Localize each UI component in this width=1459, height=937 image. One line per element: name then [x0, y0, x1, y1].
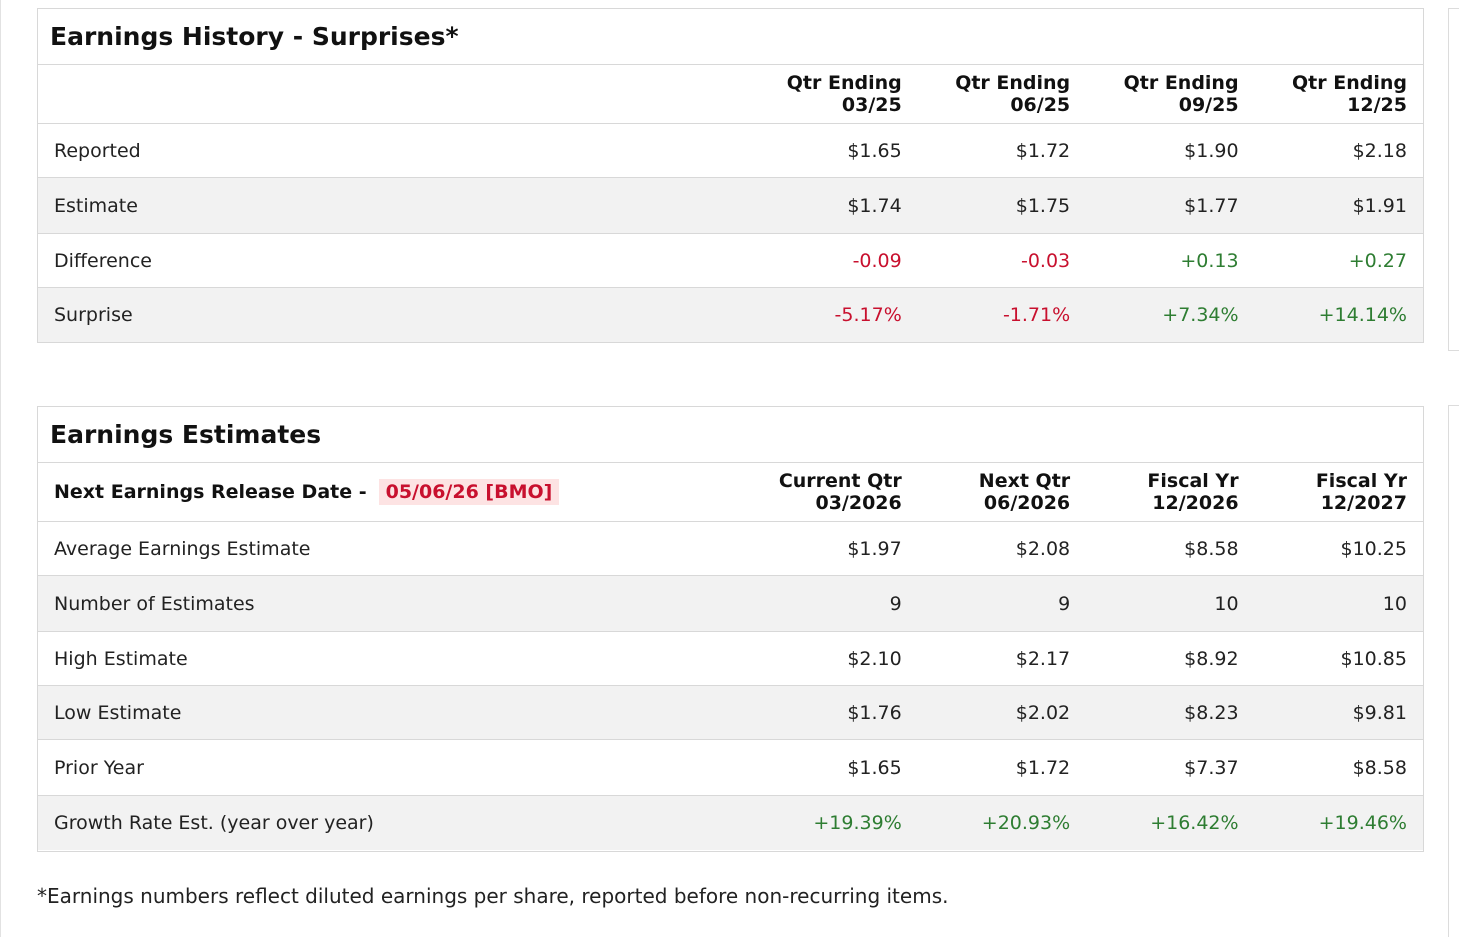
- table-cell-positive: +7.34%: [1162, 304, 1239, 326]
- table-cell: $10.25: [1340, 537, 1407, 560]
- table-row-surprise: Surprise -5.17% -1.71% +7.34% +14.14%: [38, 288, 1423, 342]
- row-label: Growth Rate Est. (year over year): [54, 812, 374, 834]
- earnings-history-title: Earnings History - Surprises*: [38, 9, 1423, 65]
- column-header: Next Qtr 06/2026: [978, 470, 1071, 514]
- table-cell: $7.37: [1184, 756, 1239, 779]
- table-cell: $1.72: [1015, 139, 1071, 162]
- release-date-text: Next Earnings Release Date -: [54, 481, 367, 503]
- table-cell: $8.92: [1184, 647, 1239, 670]
- table-header-row: Qtr Ending 03/25 Qtr Ending 06/25 Qtr En…: [38, 65, 1423, 124]
- table-cell: $2.17: [1015, 647, 1071, 670]
- earnings-estimates-title: Earnings Estimates: [38, 407, 1423, 463]
- table-cell: $1.72: [1015, 756, 1071, 779]
- table-cell: $8.58: [1184, 537, 1239, 560]
- table-row-number-of-estimates: Number of Estimates 9 9 10 10: [38, 576, 1423, 632]
- row-label: Difference: [54, 249, 152, 272]
- row-label: Estimate: [54, 194, 138, 217]
- earnings-history-panel: Earnings History - Surprises* Qtr Ending…: [37, 8, 1424, 343]
- table-cell: $8.58: [1352, 756, 1407, 779]
- table-cell-positive: +0.13: [1180, 249, 1239, 272]
- row-label: Average Earnings Estimate: [54, 537, 311, 560]
- table-cell: $1.76: [847, 701, 902, 724]
- column-header: Qtr Ending 03/25: [786, 72, 902, 116]
- row-label: Number of Estimates: [54, 592, 255, 615]
- table-cell: $1.65: [847, 756, 902, 779]
- column-header: Qtr Ending 06/25: [955, 72, 1071, 116]
- table-cell: 9: [889, 592, 902, 615]
- table-cell-positive: +16.42%: [1150, 812, 1239, 834]
- table-row-high-estimate: High Estimate $2.10 $2.17 $8.92 $10.85: [38, 632, 1423, 686]
- table-header-row: Next Earnings Release Date - 05/06/26 [B…: [38, 463, 1423, 522]
- table-row-reported: Reported $1.65 $1.72 $1.90 $2.18: [38, 124, 1423, 178]
- side-panel-edge: [1448, 405, 1459, 937]
- table-cell: $1.75: [1015, 194, 1071, 217]
- footnote: *Earnings numbers reflect diluted earnin…: [37, 884, 949, 908]
- table-cell: $2.08: [1015, 537, 1071, 560]
- release-date-badge: 05/06/26 [BMO]: [378, 479, 560, 505]
- table-cell-negative: -1.71%: [1002, 304, 1071, 326]
- table-cell: $1.90: [1184, 139, 1239, 162]
- table-row-difference: Difference -0.09 -0.03 +0.13 +0.27: [38, 234, 1423, 288]
- table-cell: $1.91: [1352, 194, 1407, 217]
- column-header: Qtr Ending 09/25: [1123, 72, 1239, 116]
- column-header: Fiscal Yr 12/2027: [1315, 470, 1407, 514]
- table-cell: $8.23: [1184, 701, 1239, 724]
- column-header: Qtr Ending 12/25: [1292, 72, 1407, 116]
- table-cell-positive: +14.14%: [1318, 304, 1407, 326]
- table-cell: $1.65: [847, 139, 902, 162]
- table-cell-negative: -5.17%: [834, 304, 902, 326]
- table-row-prior-year: Prior Year $1.65 $1.72 $7.37 $8.58: [38, 740, 1423, 796]
- table-row-low-estimate: Low Estimate $1.76 $2.02 $8.23 $9.81: [38, 686, 1423, 740]
- table-cell: $1.74: [847, 194, 902, 217]
- table-cell-positive: +19.46%: [1318, 812, 1407, 834]
- row-label: Prior Year: [54, 756, 144, 779]
- table-cell: $1.77: [1184, 194, 1239, 217]
- table-cell-positive: +0.27: [1348, 249, 1407, 272]
- earnings-estimates-panel: Earnings Estimates Next Earnings Release…: [37, 406, 1424, 852]
- column-header: Fiscal Yr 12/2026: [1147, 470, 1239, 514]
- table-cell: $9.81: [1352, 701, 1407, 724]
- header-label-empty: [38, 65, 749, 123]
- column-header: Current Qtr 03/2026: [778, 470, 902, 514]
- table-cell: $10.85: [1340, 647, 1407, 670]
- table-cell: $1.97: [847, 537, 902, 560]
- row-label: Surprise: [54, 304, 133, 326]
- row-label: Reported: [54, 139, 141, 162]
- table-cell: $2.02: [1015, 701, 1071, 724]
- table-row-growth-rate: Growth Rate Est. (year over year) +19.39…: [38, 796, 1423, 850]
- release-date-label: Next Earnings Release Date - 05/06/26 [B…: [38, 463, 749, 521]
- table-row-estimate: Estimate $1.74 $1.75 $1.77 $1.91: [38, 178, 1423, 234]
- table-row-average-estimate: Average Earnings Estimate $1.97 $2.08 $8…: [38, 522, 1423, 576]
- table-cell: $2.10: [847, 647, 902, 670]
- table-cell-negative: -0.03: [1020, 249, 1071, 272]
- row-label: Low Estimate: [54, 701, 182, 724]
- table-cell: $2.18: [1352, 139, 1407, 162]
- table-cell: 9: [1058, 592, 1071, 615]
- table-cell-positive: +19.39%: [813, 812, 902, 834]
- table-cell-negative: -0.09: [852, 249, 902, 272]
- row-label: High Estimate: [54, 647, 188, 670]
- table-cell: 10: [1382, 592, 1407, 615]
- side-panel-edge: [1448, 8, 1459, 351]
- table-cell: 10: [1214, 592, 1239, 615]
- table-cell-positive: +20.93%: [981, 812, 1071, 834]
